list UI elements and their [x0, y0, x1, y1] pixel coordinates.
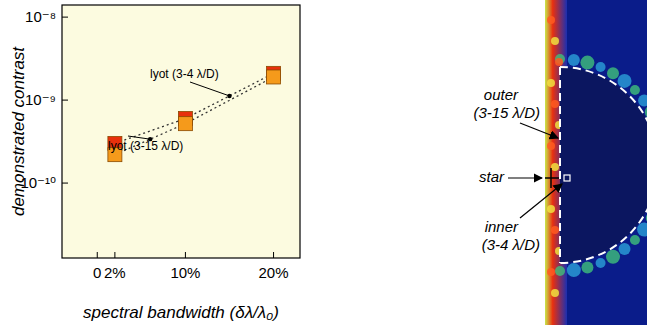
speckle	[630, 85, 640, 95]
speckle	[555, 58, 563, 66]
speckle	[580, 56, 594, 70]
speckle	[567, 263, 581, 277]
x-tick-label: 10%	[170, 264, 200, 281]
y-axis-label: demonstrated contrast	[9, 46, 28, 216]
y-tick	[62, 183, 68, 184]
speckle	[547, 142, 555, 150]
arrow	[520, 123, 558, 138]
series-label: lyot (3-4 λ/D)	[150, 67, 219, 81]
dark-hole	[560, 67, 647, 263]
outer-range-label: (3-15 λ/D)	[473, 104, 540, 121]
speckle	[551, 100, 559, 108]
root: 10⁻¹⁰10⁻⁹10⁻⁸02%10%20%spectral bandwidth…	[0, 0, 647, 325]
x-axis-label: spectral bandwidth (δλ/λ₀)	[83, 303, 279, 322]
speckle	[630, 235, 640, 245]
x-tick-label: 0	[93, 264, 101, 281]
speckle	[547, 268, 555, 276]
inner-range-label: (3-4 λ/D)	[482, 236, 540, 253]
speckle	[646, 212, 647, 224]
speckle	[596, 258, 606, 268]
speckle	[547, 16, 555, 24]
y-tick	[62, 100, 68, 101]
inner-boundary	[559, 67, 561, 263]
series-label: lyot (3-15 λ/D)	[108, 139, 183, 153]
inner-label: inner	[485, 218, 519, 235]
speckle	[596, 62, 606, 72]
star-mark	[550, 168, 552, 188]
y-tick-label: 10⁻⁹	[25, 91, 56, 108]
x-tick-label: 20%	[259, 264, 289, 281]
speckle	[638, 94, 647, 106]
speckle	[618, 74, 632, 88]
arrow	[508, 177, 542, 178]
star-label: star	[479, 168, 505, 185]
speckle	[607, 67, 619, 79]
arrow	[520, 184, 562, 218]
speckle	[547, 205, 555, 213]
speckle	[637, 223, 647, 237]
marker	[267, 70, 281, 84]
speckle	[581, 261, 593, 273]
speckle	[568, 54, 580, 66]
speckle	[555, 266, 565, 276]
data-group	[108, 66, 281, 161]
speckle	[606, 250, 620, 264]
x-tick	[185, 252, 186, 258]
leader-dot	[227, 94, 231, 98]
x-tick	[273, 252, 274, 258]
speckle	[551, 37, 559, 45]
figure: 10⁻¹⁰10⁻⁹10⁻⁸02%10%20%spectral bandwidth…	[0, 0, 647, 325]
leader-line	[190, 82, 229, 96]
speckle	[547, 79, 555, 87]
speckle	[551, 163, 559, 171]
x-tick	[97, 252, 98, 258]
inset-image	[545, 0, 647, 325]
inner-region	[564, 175, 570, 181]
plot-frame	[62, 5, 300, 258]
speckle	[551, 226, 559, 234]
series-line	[115, 73, 274, 143]
outer-label: outer	[484, 86, 519, 103]
star-mark	[545, 177, 559, 179]
y-tick-label: 10⁻⁸	[25, 8, 56, 25]
outer-boundary	[560, 67, 647, 263]
x-tick-label: 2%	[104, 264, 126, 281]
speckle	[551, 289, 559, 297]
x-tick	[114, 252, 115, 258]
marker	[178, 117, 192, 131]
y-tick	[62, 17, 68, 18]
speckle	[619, 243, 631, 255]
